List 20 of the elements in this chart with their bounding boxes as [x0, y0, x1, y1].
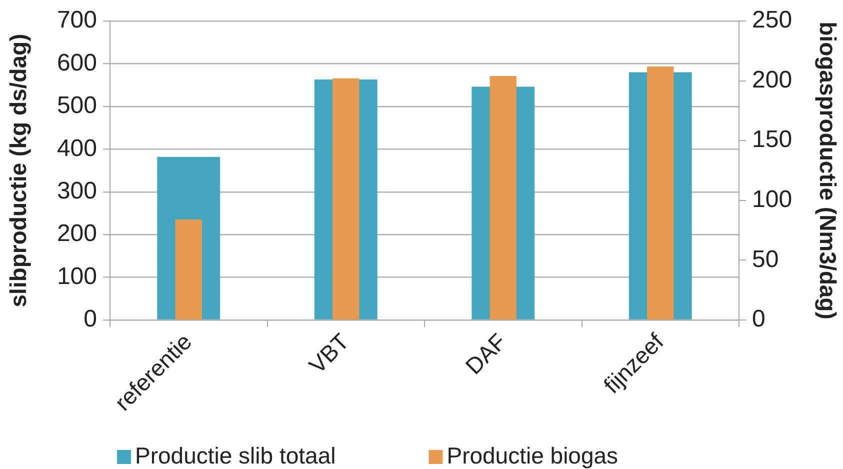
y2-tick-label: 150 — [752, 126, 792, 154]
y2-tick-label: 250 — [752, 6, 792, 34]
bar — [175, 220, 202, 320]
y2-axis-title: biogasproductie (Nm3/dag) — [814, 22, 841, 320]
x-tick-label: VBT — [304, 328, 354, 378]
legend-label: Productie biogas — [446, 442, 618, 468]
y-tick-label: 600 — [56, 49, 97, 76]
y-tick-label: 700 — [56, 6, 97, 34]
y2-tick-label: 50 — [752, 246, 779, 273]
y-axis-title: slibproductie (kg ds/dag) — [5, 34, 32, 308]
y2-tick-label: 100 — [752, 186, 792, 214]
y2-tick-label: 200 — [752, 66, 792, 94]
y2-tick-label: 0 — [752, 306, 766, 333]
y-tick-label: 200 — [56, 220, 97, 248]
y-tick-label: 300 — [56, 177, 97, 204]
y-tick-label: 100 — [56, 262, 97, 290]
y-tick-label: 500 — [56, 92, 97, 120]
legend-label: Productie slib totaal — [135, 442, 336, 468]
y-tick-label: 0 — [84, 306, 97, 333]
y-tick-label: 400 — [56, 134, 97, 162]
